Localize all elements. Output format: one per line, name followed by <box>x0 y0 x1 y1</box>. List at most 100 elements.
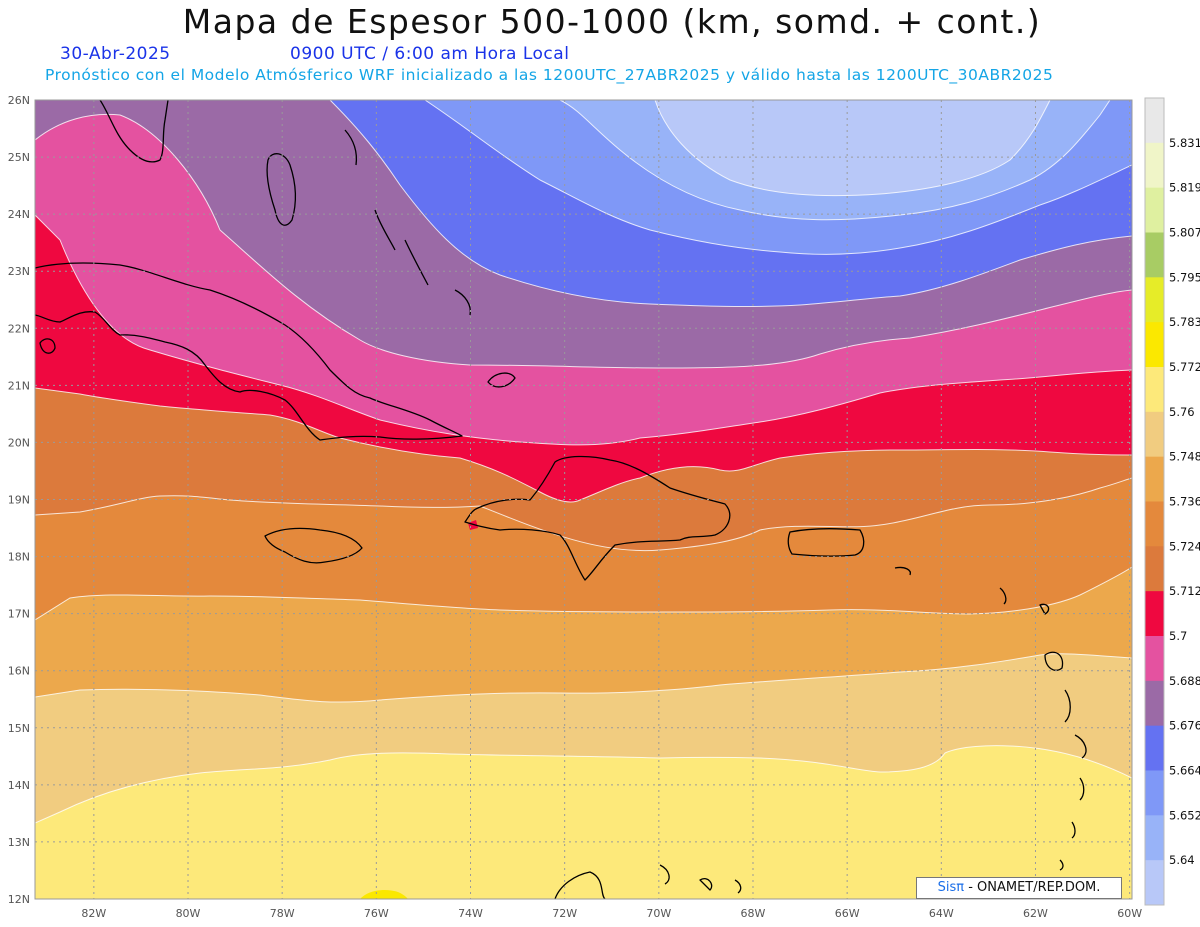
coast-antigua <box>1039 603 1050 615</box>
map-title: Mapa de Espesor 500-1000 (km, somd. + co… <box>182 2 1042 41</box>
credit-box: Sisπ - ONAMET/REP.DOM. <box>916 877 1122 899</box>
lat-tick-15N: 15N <box>8 722 30 735</box>
coast-puerto-rico <box>787 528 865 557</box>
lon-tick-62W: 62W <box>1023 907 1048 920</box>
credit-suffix: - ONAMET/REP.DOM. <box>964 880 1101 895</box>
contour-lines <box>35 100 1132 824</box>
lat-tick-17N: 17N <box>8 608 30 621</box>
colorbar-label: 5.724 <box>1169 539 1200 553</box>
coast-caicos <box>454 289 471 316</box>
coast-abaco <box>344 129 358 166</box>
colorbar-swatch <box>1145 98 1164 144</box>
colorbar-label: 5.712 <box>1169 584 1200 598</box>
colorbar-label: 5.7 <box>1169 629 1187 643</box>
coast-eleuthera <box>374 209 396 251</box>
colorbar-swatch <box>1145 501 1164 547</box>
lon-tick-80W: 80W <box>176 907 201 920</box>
lat-tick-22N: 22N <box>8 322 30 335</box>
yellow-maximum-spot <box>360 890 408 899</box>
lon-tick-82W: 82W <box>81 907 106 920</box>
lat-tick-26N: 26N <box>8 94 30 107</box>
lat-tick-21N: 21N <box>8 379 30 392</box>
coast-paraguana <box>659 864 670 885</box>
coast-virgin-islands <box>894 566 911 576</box>
lon-tick-64W: 64W <box>929 907 954 920</box>
lon-tick-78W: 78W <box>270 907 295 920</box>
colorbar-label: 5.772 <box>1169 360 1200 374</box>
colorbar-label: 5.76 <box>1169 405 1195 419</box>
coast-dominica <box>1064 689 1071 723</box>
model-subtitle: Pronóstico con el Modelo Atmósferico WRF… <box>45 66 1054 84</box>
colorbar-swatch <box>1145 232 1164 278</box>
coast-st-kitts <box>999 587 1007 605</box>
colorbar-swatch <box>1145 411 1164 458</box>
coast-st-vincent <box>1071 821 1076 839</box>
coast-trinidad-area <box>734 879 742 894</box>
coast-inagua <box>487 372 516 388</box>
lon-tick-70W: 70W <box>646 907 671 920</box>
lon-tick-72W: 72W <box>552 907 577 920</box>
colorbar-label: 5.64 <box>1169 853 1195 867</box>
coast-cuba <box>35 262 463 441</box>
lat-tick-18N: 18N <box>8 551 30 564</box>
forecast-date: 30-Abr-2025 <box>60 44 171 64</box>
colorbar-swatch <box>1145 680 1164 727</box>
lat-tick-19N: 19N <box>8 494 30 507</box>
lat-tick-12N: 12N <box>8 893 30 906</box>
coast-isla-juventud <box>39 338 56 354</box>
lat-tick-20N: 20N <box>8 436 30 449</box>
lon-tick-66W: 66W <box>835 907 860 920</box>
colorbar-swatch <box>1145 636 1164 682</box>
lat-tick-13N: 13N <box>8 836 30 849</box>
colorbar-swatch <box>1145 367 1164 413</box>
colorbar-swatch <box>1145 142 1164 189</box>
colorbar-swatch <box>1145 187 1164 233</box>
lat-tick-24N: 24N <box>8 208 30 221</box>
lat-tick-labels: 26N 25N 24N 23N 22N 21N 20N 19N 18N 17N 16N 15N 14N 1… <box>8 94 30 906</box>
band-min <box>655 100 1050 196</box>
lon-tick-60W: 60W <box>1117 907 1142 920</box>
colorbar-label: 5.819 <box>1169 181 1200 195</box>
colorbar-label: 5.831 <box>1169 136 1200 150</box>
colorbar-label: 5.795 <box>1169 270 1200 284</box>
colorbar-label: 5.688 <box>1169 674 1200 688</box>
colorbar-swatch <box>1145 860 1164 906</box>
coast-south-america <box>554 871 606 899</box>
lon-tick-68W: 68W <box>741 907 766 920</box>
coast-martinique <box>1074 734 1087 759</box>
colorbar-label: 5.676 <box>1169 719 1200 733</box>
colorbar-frame <box>1144 97 1165 906</box>
coast-exuma <box>404 239 429 286</box>
colorbar-label: 5.748 <box>1169 450 1200 464</box>
coastlines <box>35 100 1087 899</box>
colorbar-swatch <box>1145 815 1164 861</box>
coast-st-lucia <box>1079 777 1085 801</box>
colorbar-swatch <box>1145 591 1164 637</box>
colorbar-swatch <box>1145 770 1164 816</box>
colorbar-swatch <box>1145 546 1164 592</box>
lat-tick-25N: 25N <box>8 151 30 164</box>
lon-tick-76W: 76W <box>364 907 389 920</box>
coast-guadeloupe <box>1044 651 1064 671</box>
colorbar-swatch <box>1145 456 1164 502</box>
lon-tick-labels: 82W 80W 78W 76W 74W 72W 70W 68W 66W 64W 62W 60W <box>81 907 1142 920</box>
coast-margarita <box>699 878 713 891</box>
colorbar-label: 5.736 <box>1169 495 1200 509</box>
colorbar: 5.831 5.819 5.807 5.795 5.783 5.772 5.76 5.748 5… <box>1144 97 1200 906</box>
colorbar-swatch <box>1145 277 1164 323</box>
coast-florida <box>99 100 169 163</box>
lat-tick-14N: 14N <box>8 779 30 792</box>
colorbar-label: 5.807 <box>1169 226 1200 240</box>
lat-tick-23N: 23N <box>8 265 30 278</box>
map-frame <box>34 99 1133 900</box>
colorbar-label: 5.664 <box>1169 764 1200 778</box>
coast-hispaniola <box>464 455 731 581</box>
colorbar-swatch <box>1145 322 1164 368</box>
credit-prefix: Sisπ <box>937 880 965 895</box>
grid-lines <box>35 100 1132 899</box>
colorbar-label: 5.783 <box>1169 315 1200 329</box>
coast-grenada <box>1059 859 1064 871</box>
colorbar-swatch <box>1145 725 1164 771</box>
colorbar-label: 5.652 <box>1169 808 1200 822</box>
